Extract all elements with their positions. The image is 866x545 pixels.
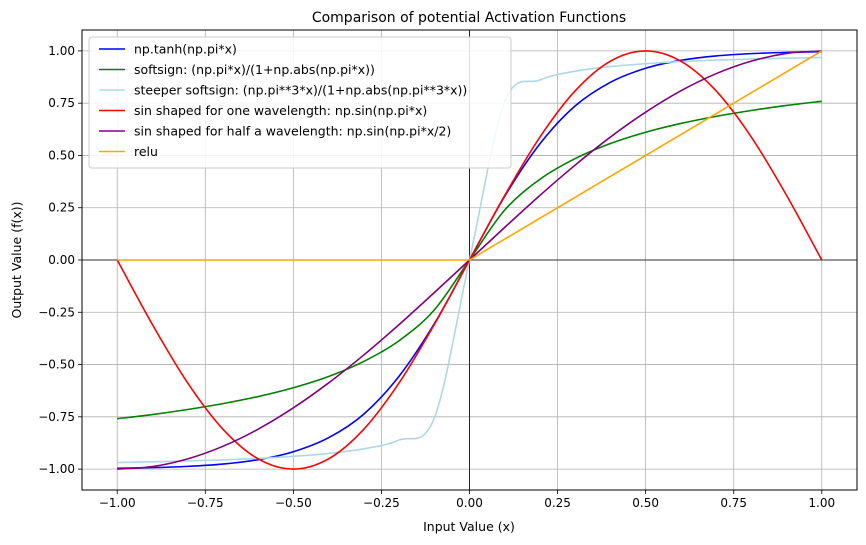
legend-label: sin shaped for one wavelength: np.sin(np… xyxy=(134,103,427,118)
x-axis-ticks: −1.00 −0.75 −0.50 −0.25 0.00 0.25 0.50 0.75 1.00 xyxy=(99,490,835,510)
y-tick-label: −1.00 xyxy=(38,462,75,476)
legend-label: steeper softsign: (np.pi**3*x)/(1+np.abs… xyxy=(134,83,467,98)
legend: np.tanh(np.pi*x) softsign: (np.pi*x)/(1+n… xyxy=(88,36,512,169)
x-tick-label: 1.00 xyxy=(808,496,835,510)
series-lines xyxy=(116,50,823,470)
y-tick-label: 0.00 xyxy=(48,253,75,267)
x-tick-label: −0.25 xyxy=(363,496,400,510)
x-tick-label: −1.00 xyxy=(99,496,136,510)
chart-title: Comparison of potential Activation Funct… xyxy=(312,10,626,26)
y-tick-label: 1.00 xyxy=(48,44,75,58)
y-axis-ticks: 1.00 0.75 0.50 0.25 0.00 −0.25 −0.50 −0.75 −1.00 xyxy=(38,44,82,476)
y-tick-label: 0.75 xyxy=(48,96,75,110)
y-tick-label: −0.25 xyxy=(38,305,75,319)
legend-label: softsign: (np.pi*x)/(1+np.abs(np.pi*x)) xyxy=(134,62,375,77)
x-tick-label: −0.75 xyxy=(187,496,224,510)
x-tick-label: 0.75 xyxy=(720,496,747,510)
x-tick-label: 0.25 xyxy=(544,496,571,510)
y-tick-label: 0.50 xyxy=(48,148,75,162)
x-tick-label: −0.50 xyxy=(275,496,312,510)
y-axis-label: Output Value (f(x)) xyxy=(9,202,24,319)
x-tick-label: 0.50 xyxy=(632,496,659,510)
series-line xyxy=(117,50,823,261)
legend-label: sin shaped for half a wavelength: np.sin… xyxy=(134,124,451,139)
legend-box xyxy=(88,36,512,169)
x-axis-label: Input Value (x) xyxy=(423,519,515,534)
y-tick-label: 0.25 xyxy=(48,201,75,215)
x-tick-label: 0.00 xyxy=(456,496,483,510)
y-tick-label: −0.75 xyxy=(38,410,75,424)
legend-label: relu xyxy=(134,144,158,159)
legend-label: np.tanh(np.pi*x) xyxy=(134,42,237,57)
y-tick-label: −0.50 xyxy=(38,358,75,372)
